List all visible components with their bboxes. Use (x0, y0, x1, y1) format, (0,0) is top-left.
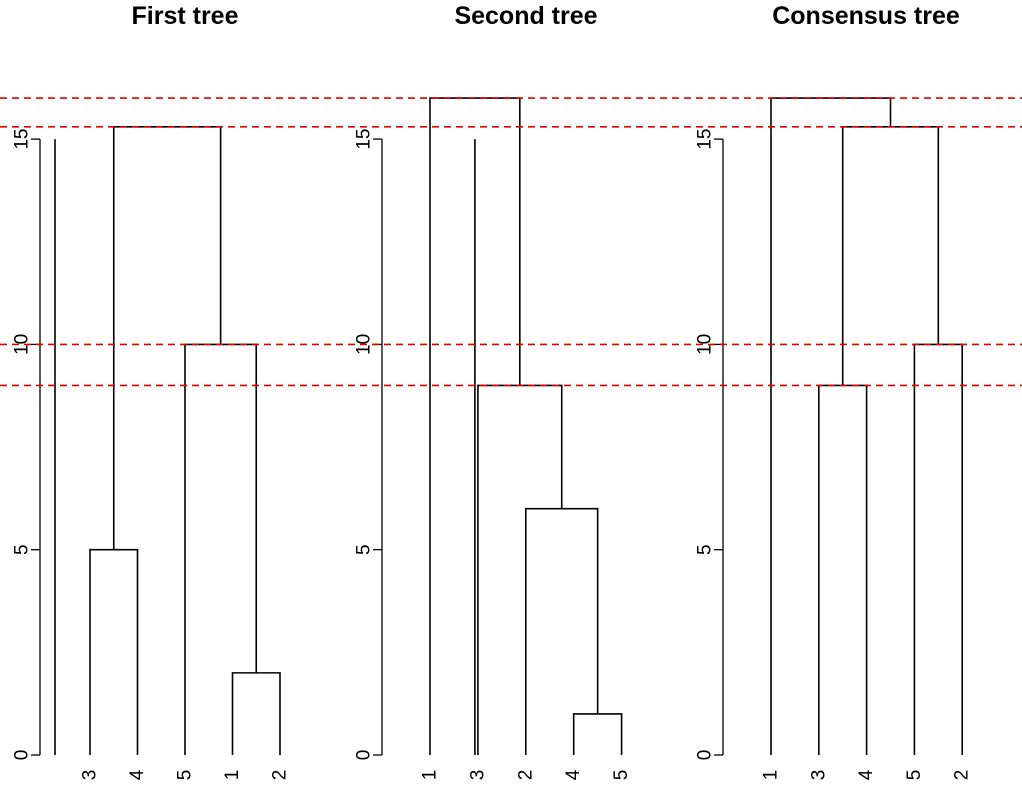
dendrogram-branch (231, 672, 281, 755)
dendrogram-panel-1: First tree 0 5 10 15 3 4 5 1 2 (12, 2, 291, 780)
leaf-label: 1 (420, 770, 441, 781)
y-tick-label: 15 (354, 129, 375, 150)
leaf-label: 4 (856, 769, 877, 780)
y-tick-label: 5 (354, 544, 375, 555)
leaf-label: 1 (222, 770, 243, 781)
leaf-label: 2 (515, 770, 536, 781)
leaf-label: 2 (952, 770, 973, 781)
y-tick-label: 10 (12, 334, 33, 355)
leaf-label: 4 (563, 769, 584, 780)
leaf-label: 5 (904, 770, 925, 781)
dendrogram-branch (112, 125, 222, 550)
dendrogram-panel-3: Consensus tree 0 5 10 15 1 3 4 5 2 (695, 2, 973, 780)
y-tick-label: 0 (695, 750, 716, 761)
y-tick-label: 5 (695, 544, 716, 555)
leaf-label: 2 (270, 770, 291, 781)
leaf-label: 3 (467, 770, 488, 781)
leaf-label: 4 (127, 769, 148, 780)
dendrogram-branch (770, 97, 892, 755)
dendrogram-branch (477, 384, 563, 755)
y-tick-label: 15 (695, 129, 716, 150)
dendrogram-branch (89, 548, 139, 755)
y-tick-label: 0 (354, 750, 375, 761)
chart-title: Consensus tree (772, 2, 960, 30)
y-tick-label: 0 (12, 750, 33, 761)
leaf-label: 5 (611, 770, 632, 781)
dendrogram-branch (525, 507, 599, 755)
dendrogram-branch (913, 343, 963, 755)
leaf-label: 3 (808, 770, 829, 781)
chart-title: First tree (132, 2, 239, 30)
y-tick-label: 15 (12, 129, 33, 150)
leaf-label: 1 (761, 770, 782, 781)
leaf-label: 5 (175, 770, 196, 781)
chart-title: Second tree (454, 2, 597, 30)
y-tick-label: 5 (12, 544, 33, 555)
y-tick-label: 10 (695, 334, 716, 355)
dendrogram-branch (818, 384, 868, 755)
dendrogram-branch (841, 125, 940, 386)
dendrogram-branch (572, 713, 623, 755)
dendrogram-branch (184, 343, 258, 755)
leaf-label: 3 (80, 770, 101, 781)
